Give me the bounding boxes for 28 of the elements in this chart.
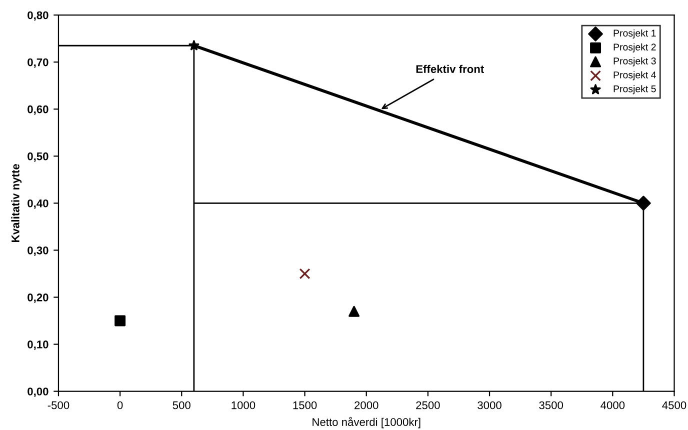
legend-label: Prosjekt 2 <box>614 43 656 52</box>
x-tick-label: -500 <box>48 401 70 410</box>
x-tick-label: 0 <box>117 401 123 410</box>
x-tick-label: 1000 <box>232 401 256 410</box>
x-tick-label: 500 <box>172 401 190 410</box>
y-tick-label: 0,70 <box>28 58 48 68</box>
x-tick-label: 2000 <box>354 401 378 410</box>
y-tick-label: 0,40 <box>28 199 48 209</box>
y-tick-label: 0,00 <box>28 388 48 398</box>
y-tick-label: 0,20 <box>28 294 48 303</box>
x-tick-label: 3000 <box>478 401 502 410</box>
y-tick-label: 0,30 <box>28 246 48 256</box>
annotation: Effektiv front <box>416 64 484 74</box>
x-tick-label: 4000 <box>600 401 625 410</box>
legend-label: Prosjekt 1 <box>614 29 656 39</box>
y-tick-label: 0,10 <box>28 340 48 350</box>
y-tick-label: 0,60 <box>28 105 48 115</box>
y-tick-label: 0,80 <box>28 11 48 21</box>
legend-label: Prosjekt 5 <box>614 85 656 94</box>
x-tick-label: 4500 <box>662 401 686 410</box>
x-tick-label: 1500 <box>293 401 317 410</box>
y-axis-title: Kvalitativ nytte <box>11 164 22 242</box>
y-tick-label: 0,50 <box>28 152 48 162</box>
x-axis-title: Netto nåverdi [1000kr] <box>312 416 420 428</box>
x-tick-label: 2500 <box>416 401 440 410</box>
legend-label: Prosjekt 3 <box>614 57 656 66</box>
legend-label: Prosjekt 4 <box>614 71 656 80</box>
x-tick-label: 3500 <box>539 401 564 410</box>
